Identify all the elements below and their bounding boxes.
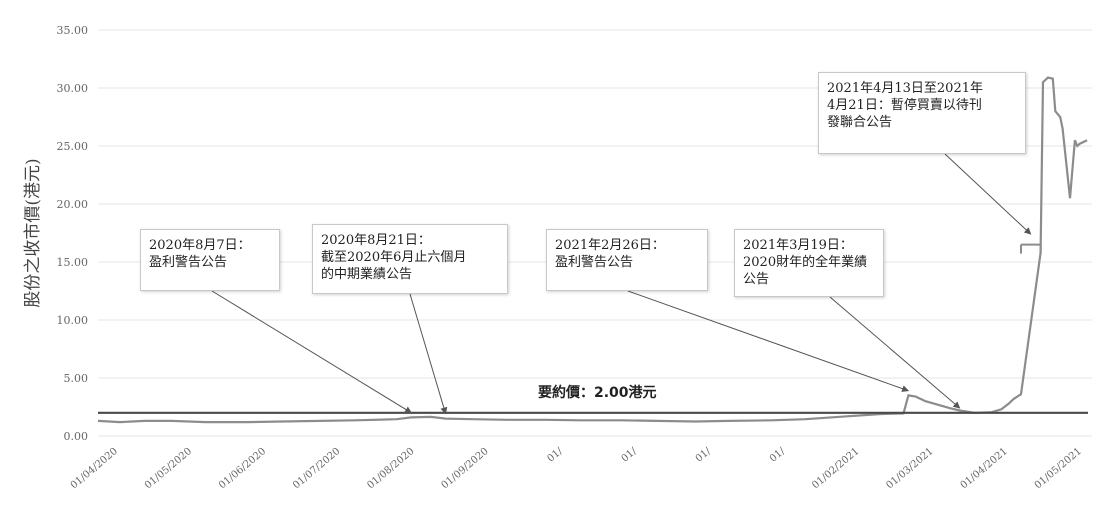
y-tick-labels: 0.00 5.00 10.00 15.00 20.00 25.00 30.00 35.00 xyxy=(57,24,89,443)
y-tick-4: 20.00 xyxy=(57,198,89,211)
annotation-arrow-4 xyxy=(944,153,1032,235)
annotation-box-trading-halt: 2021年4月13日至2021年 4月21日：暫停買賣以待刊 發聯合公告 xyxy=(818,72,1026,154)
x-tick-6: 01/ xyxy=(545,445,565,464)
y-tick-5: 25.00 xyxy=(57,140,89,153)
annotation-box-profit-warning-aug: 2020年8月7日： 盈利警告公告 xyxy=(140,229,280,291)
annotation-arrows xyxy=(211,153,1032,415)
annotation-arrow-3 xyxy=(829,296,961,409)
annotation-box-interim-results: 2020年8月21日： 截至2020年6月止六個月 的中期業績公告 xyxy=(312,224,508,294)
y-tick-7: 35.00 xyxy=(57,24,89,37)
x-tick-10: 01/02/2021 xyxy=(810,446,861,491)
annotation-box-profit-warning-feb: 2021年2月26日： 盈利警告公告 xyxy=(546,229,708,291)
x-tick-8: 01/ xyxy=(694,445,714,464)
y-tick-0: 0.00 xyxy=(64,430,89,443)
x-tick-3: 01/07/2020 xyxy=(291,446,342,491)
x-tick-5: 01/09/2020 xyxy=(439,446,490,491)
x-tick-9: 01/ xyxy=(768,445,788,464)
x-tick-labels: 01/04/2020 01/05/2020 01/06/2020 01/07/2020… xyxy=(69,445,1084,491)
x-tick-11: 01/03/2021 xyxy=(884,446,935,491)
x-tick-12: 01/04/2021 xyxy=(959,446,1010,491)
x-tick-2: 01/06/2020 xyxy=(217,446,268,491)
x-tick-13: 01/05/2021 xyxy=(1033,446,1084,491)
y-tick-2: 10.00 xyxy=(57,314,89,327)
x-tick-4: 01/08/2020 xyxy=(365,446,416,491)
annotation-arrow-1 xyxy=(409,293,448,415)
y-tick-1: 5.00 xyxy=(64,372,89,385)
offer-price-label: 要約價：2.00港元 xyxy=(538,385,657,401)
x-tick-1: 01/05/2020 xyxy=(143,446,194,491)
annotation-arrow-2 xyxy=(627,290,910,392)
y-axis-label: 股份之收市價(港元) xyxy=(23,158,43,307)
annotation-arrow-0 xyxy=(211,290,412,414)
x-tick-7: 01/ xyxy=(620,445,640,464)
x-tick-0: 01/04/2020 xyxy=(69,446,120,491)
y-tick-6: 30.00 xyxy=(57,82,89,95)
annotation-box-annual-results: 2021年3月19日： 2020財年的全年業績 公告 xyxy=(734,229,884,297)
y-tick-3: 15.00 xyxy=(57,256,89,269)
